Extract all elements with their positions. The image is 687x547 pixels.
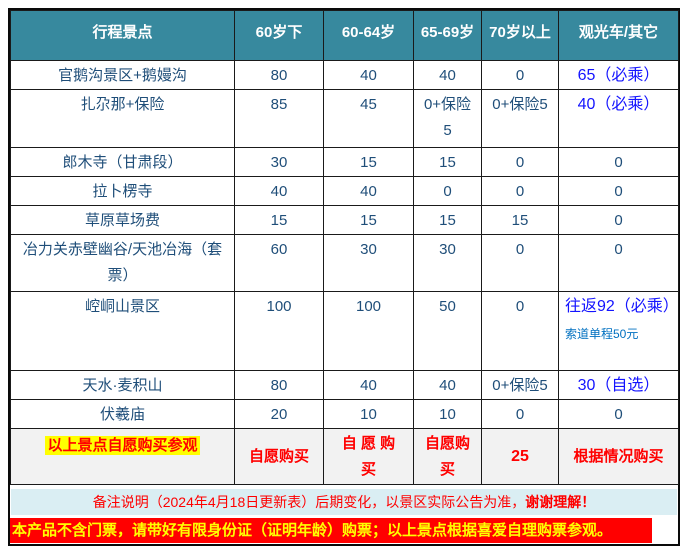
- col-header-bus-other: 观光车/其它: [558, 10, 679, 61]
- attraction-price-table: 行程景点 60岁下 60-64岁 65-69岁 70岁以上 观光车/其它 官鹅沟…: [10, 10, 679, 485]
- cell-price: 80: [234, 60, 324, 90]
- cell-bus: 往返92（必乘） 索道单程50元: [558, 291, 679, 371]
- cell-price: 0+保险5: [481, 89, 559, 148]
- cell-price: 30: [413, 234, 482, 292]
- cell-price: 0+保险5: [481, 370, 559, 400]
- cell-price: 10: [413, 399, 482, 429]
- cell-attraction: 扎尕那+保险: [10, 89, 235, 148]
- cell-voluntary: 根据情况购买: [558, 428, 679, 485]
- cell-price: 0: [481, 176, 559, 206]
- cell-bus: 0: [558, 205, 679, 235]
- cell-price: 15: [323, 147, 414, 177]
- cell-attraction: 官鹅沟景区+鹅嫚沟: [10, 60, 235, 90]
- cell-price: 100: [234, 291, 324, 371]
- cell-voluntary: 25: [481, 428, 559, 485]
- cell-price: 10: [323, 399, 414, 429]
- cell-bus: 40（必乘）: [558, 89, 679, 148]
- cell-price: 100: [323, 291, 414, 371]
- cell-price: 40: [323, 60, 414, 90]
- cell-bus: 65（必乘）: [558, 60, 679, 90]
- cableway-note: 索道单程50元: [565, 327, 639, 341]
- col-header-65-69: 65-69岁: [413, 10, 482, 61]
- col-header-under60: 60岁下: [234, 10, 324, 61]
- cell-price: 0: [481, 60, 559, 90]
- cell-price: 15: [481, 205, 559, 235]
- cell-price: 80: [234, 370, 324, 400]
- cell-bus: 0: [558, 234, 679, 292]
- table-row: 扎尕那+保险 85 45 0+保险5 0+保险5 40（必乘）: [10, 89, 679, 148]
- cell-price: 85: [234, 89, 324, 148]
- highlighted-text: 以上景点自愿购买参观: [45, 436, 200, 455]
- table-row: 崆峒山景区 100 100 50 0 往返92（必乘） 索道单程50元: [10, 291, 679, 371]
- cell-price: 50: [413, 291, 482, 371]
- cell-bus: 0: [558, 399, 679, 429]
- cell-price: 40: [413, 60, 482, 90]
- cell-price: 0: [413, 176, 482, 206]
- cell-attraction: 郎木寺（甘肃段）: [10, 147, 235, 177]
- ticket-warning-banner: 本产品不含门票，请带好有限身份证（证明年龄）购票；以上景点根据喜爱自理购票参观。: [10, 518, 652, 543]
- cell-price: 0: [481, 234, 559, 292]
- cell-attraction: 天水·麦积山: [10, 370, 235, 400]
- cell-price: 40: [413, 370, 482, 400]
- cell-bus: 0: [558, 147, 679, 177]
- col-header-attraction: 行程景点: [10, 10, 235, 61]
- cell-attraction: 冶力关赤壁幽谷/天池冶海（套票）: [10, 234, 235, 292]
- table-row: 伏羲庙 20 10 10 0 0: [10, 399, 679, 429]
- cell-attraction: 草原草场费: [10, 205, 235, 235]
- price-table-frame: 行程景点 60岁下 60-64岁 65-69岁 70岁以上 观光车/其它 官鹅沟…: [8, 8, 680, 546]
- table-row: 草原草场费 15 15 15 15 0: [10, 205, 679, 235]
- cell-attraction: 伏羲庙: [10, 399, 235, 429]
- cell-price: 40: [234, 176, 324, 206]
- remark-bold-text: 谢谢理解！: [525, 494, 596, 510]
- bus-fare-text: 往返92（必乘）: [565, 298, 679, 315]
- table-row: 官鹅沟景区+鹅嫚沟 80 40 40 0 65（必乘）: [10, 60, 679, 90]
- remark-text: 备注说明（2024年4月18日更新表）后期变化，以景区实际公告为准，: [92, 494, 526, 510]
- cell-voluntary: 自 愿 购 买: [323, 428, 414, 485]
- cell-price: 60: [234, 234, 324, 292]
- cell-price: 20: [234, 399, 324, 429]
- table-row: 郎木寺（甘肃段） 30 15 15 0 0: [10, 147, 679, 177]
- header-row: 行程景点 60岁下 60-64岁 65-69岁 70岁以上 观光车/其它: [10, 10, 679, 61]
- cell-price: 30: [323, 234, 414, 292]
- cell-voluntary-title: 以上景点自愿购买参观: [10, 428, 235, 485]
- cell-price: 0+保险5: [413, 89, 482, 148]
- cell-price: 15: [234, 205, 324, 235]
- cell-attraction: 崆峒山景区: [10, 291, 235, 371]
- col-header-70plus: 70岁以上: [481, 10, 559, 61]
- cell-price: 45: [323, 89, 414, 148]
- cell-price: 0: [481, 291, 559, 371]
- col-header-60-64: 60-64岁: [323, 10, 414, 61]
- cell-price: 0: [481, 399, 559, 429]
- cell-price: 40: [323, 370, 414, 400]
- cell-attraction: 拉卜楞寺: [10, 176, 235, 206]
- cell-price: 15: [413, 205, 482, 235]
- cell-price: 40: [323, 176, 414, 206]
- cell-price: 0: [481, 147, 559, 177]
- cell-bus: 0: [558, 176, 679, 206]
- table-row: 天水·麦积山 80 40 40 0+保险5 30（自选）: [10, 370, 679, 400]
- cell-price: 30: [234, 147, 324, 177]
- remark-note: 备注说明（2024年4月18日更新表）后期变化，以景区实际公告为准，谢谢理解！: [11, 489, 677, 515]
- cell-bus: 30（自选）: [558, 370, 679, 400]
- cell-voluntary: 自愿购买: [234, 428, 324, 485]
- cell-voluntary: 自愿购 买: [413, 428, 482, 485]
- cell-price: 15: [413, 147, 482, 177]
- voluntary-purchase-row: 以上景点自愿购买参观 自愿购买 自 愿 购 买 自愿购 买 25 根据情况购买: [10, 428, 679, 485]
- table-row: 拉卜楞寺 40 40 0 0 0: [10, 176, 679, 206]
- cell-price: 15: [323, 205, 414, 235]
- table-row: 冶力关赤壁幽谷/天池冶海（套票） 60 30 30 0 0: [10, 234, 679, 292]
